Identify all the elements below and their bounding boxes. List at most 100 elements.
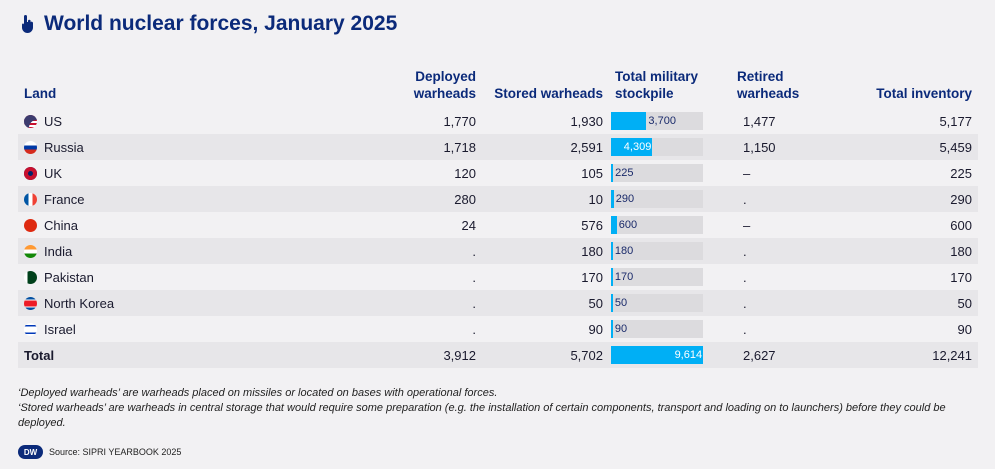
stockpile-bar-track: 3,700 <box>611 112 703 130</box>
pointer-hand-icon <box>22 15 34 33</box>
table-row: North Korea . 50 50 . 50 <box>18 290 978 316</box>
stored-cell: 180 <box>482 238 609 264</box>
stockpile-bar-label: 4,309 <box>623 141 652 153</box>
inventory-cell: 5,459 <box>853 134 978 160</box>
header-inventory: Total inventory <box>876 86 972 101</box>
nuclear-forces-table: Land Deployed warheads Stored warheads T… <box>18 68 978 368</box>
retired-cell: – <box>743 217 751 233</box>
stockpile-cell: 180 <box>609 238 731 264</box>
stockpile-bar-label: 225 <box>615 167 634 179</box>
stockpile-bar-label: 90 <box>614 323 628 335</box>
country-name: US <box>44 113 63 129</box>
stockpile-bar-track: 180 <box>611 242 703 260</box>
stockpile-cell: 90 <box>609 316 731 342</box>
stockpile-bar-label: 600 <box>618 219 638 231</box>
stockpile-bar-fill <box>611 112 647 130</box>
stockpile-bar-label: 3,700 <box>648 115 676 127</box>
retired-cell: . <box>731 238 853 264</box>
table-row: India . 180 180 . 180 <box>18 238 978 264</box>
inventory-cell: 50 <box>853 290 978 316</box>
india-flag-icon <box>24 244 37 258</box>
retired-cell: . <box>743 321 747 337</box>
retired-cell: . <box>731 186 853 212</box>
country-cell: US <box>18 108 350 134</box>
stockpile-bar-track: 4,309 <box>611 138 703 156</box>
country-cell: UK <box>18 160 350 186</box>
page-title-wrap: World nuclear forces, January 2025 <box>20 12 397 36</box>
stockpile-bar-track: 9,614 <box>611 346 703 364</box>
stockpile-cell: 3,700 <box>609 108 731 134</box>
country-name: France <box>44 191 85 207</box>
total-label: Total <box>18 342 350 368</box>
uk-flag-icon <box>24 166 37 180</box>
deployed-cell: 120 <box>454 165 476 181</box>
stockpile-bar-label: 170 <box>614 271 634 283</box>
page-title: World nuclear forces, January 2025 <box>44 12 398 35</box>
stockpile-bar-track: 225 <box>611 164 703 182</box>
stored-cell: 105 <box>581 165 603 181</box>
country-cell: Russia <box>18 134 350 160</box>
country-name: India <box>44 243 73 259</box>
stored-cell: 90 <box>588 321 603 337</box>
stockpile-bar-label: 180 <box>614 245 634 257</box>
stockpile-bar-label: 9,614 <box>674 349 703 361</box>
deployed-cell: . <box>472 321 476 337</box>
deployed-cell: . <box>472 269 476 285</box>
stockpile-cell: 4,309 <box>609 134 731 160</box>
table-row: China 24 576 600 – 600 <box>18 212 978 238</box>
stockpile-bar-fill <box>611 346 703 364</box>
stockpile-bar-fill <box>611 294 613 312</box>
stored-cell: 50 <box>482 290 609 316</box>
france-flag-icon <box>24 192 37 206</box>
source-text: Source: SIPRI YEARBOOK 2025 <box>49 447 182 457</box>
stockpile-cell: 600 <box>609 212 731 238</box>
inventory-cell: 5,177 <box>939 113 972 129</box>
table-row: Israel . 90 90 . 90 <box>18 316 978 342</box>
stockpile-bar-track: 170 <box>611 268 703 286</box>
stockpile-cell: 170 <box>609 264 731 290</box>
stockpile-bar-fill <box>611 268 613 286</box>
stockpile-bar-label: 290 <box>615 193 635 205</box>
dw-logo-icon: DW <box>18 445 43 459</box>
total-inventory: 12,241 <box>853 342 978 368</box>
north-korea-flag-icon <box>24 296 37 310</box>
country-name: North Korea <box>44 295 115 311</box>
table-row: Russia 1,718 2,591 4,309 1,150 5,459 <box>18 134 978 160</box>
stockpile-bar-fill <box>611 138 653 156</box>
stockpile-bar-track: 290 <box>611 190 703 208</box>
stockpile-bar-fill <box>611 190 614 208</box>
country-cell: Israel <box>18 316 350 342</box>
source-line: DW Source: SIPRI YEARBOOK 2025 <box>18 445 181 459</box>
footnote-deployed: ‘Deployed warheads’ are warheads placed … <box>18 387 498 399</box>
deployed-cell: 24 <box>461 217 476 233</box>
stored-cell: 2,591 <box>482 134 609 160</box>
header-deployed: Deployed warheads <box>413 69 476 101</box>
stored-cell: 10 <box>482 186 609 212</box>
retired-cell: – <box>743 165 751 181</box>
header-land: Land <box>24 86 57 101</box>
stockpile-bar-track: 50 <box>611 294 703 312</box>
russia-flag-icon <box>24 140 37 154</box>
stockpile-bar-fill <box>611 216 617 234</box>
total-deployed: 3,912 <box>350 342 482 368</box>
header-stockpile: Total military stockpile <box>615 69 699 101</box>
inventory-cell: 290 <box>853 186 978 212</box>
retired-cell: 1,150 <box>731 134 853 160</box>
retired-cell: . <box>731 290 853 316</box>
stockpile-bar-fill <box>611 320 613 338</box>
country-name: China <box>44 217 78 233</box>
china-flag-icon <box>24 218 37 232</box>
retired-cell: 1,477 <box>743 113 776 129</box>
country-cell: Pakistan <box>18 264 350 290</box>
stockpile-bar-fill <box>611 164 614 182</box>
stockpile-bar-track: 90 <box>611 320 703 338</box>
country-name: Israel <box>44 321 76 337</box>
total-row: Total 3,912 5,702 9,614 2,627 12,241 <box>18 342 978 368</box>
stockpile-bar-label: 50 <box>614 297 628 309</box>
inventory-cell: 180 <box>853 238 978 264</box>
inventory-cell: 225 <box>950 165 972 181</box>
country-cell: India <box>18 238 350 264</box>
inventory-cell: 600 <box>950 217 972 233</box>
country-cell: China <box>18 212 350 238</box>
deployed-cell: 280 <box>350 186 482 212</box>
